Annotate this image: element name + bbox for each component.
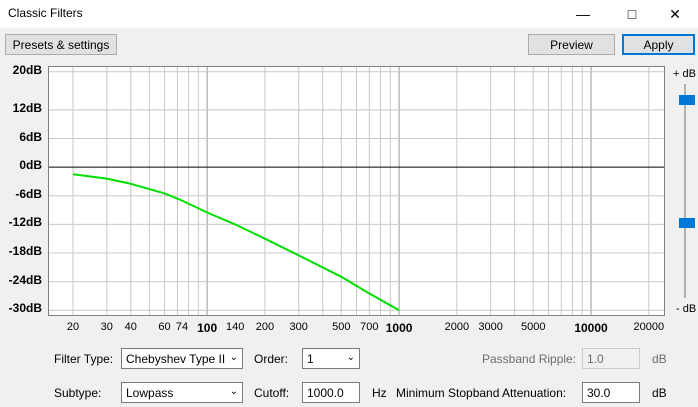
y-tick-label: 6dB — [19, 129, 42, 144]
presets-settings-button[interactable]: Presets & settings — [5, 34, 117, 55]
title-bar: Classic Filters — □ ✕ — [0, 0, 698, 28]
x-tick-label: 700 — [360, 321, 379, 333]
order-select[interactable]: 1 ⌄ — [302, 348, 360, 369]
minus-db-label: - dB — [676, 303, 697, 315]
chevron-down-icon: ⌄ — [229, 352, 238, 363]
y-tick-label: 12dB — [12, 100, 42, 115]
frequency-response-plot — [48, 66, 665, 316]
apply-label: Apply — [643, 37, 674, 52]
passband-ripple-input: 1.0 — [582, 348, 640, 369]
chevron-down-icon: ⌄ — [229, 386, 238, 397]
cutoff-value: 1000.0 — [307, 385, 344, 400]
x-tick-label: 200 — [255, 321, 275, 333]
cutoff-unit: Hz — [372, 386, 387, 400]
presets-settings-label: Presets & settings — [12, 37, 110, 52]
order-value: 1 — [307, 351, 314, 366]
x-tick-label: 20 — [66, 321, 80, 333]
stopband-attenuation-label: Minimum Stopband Attenuation: — [396, 386, 567, 400]
order-label: Order: — [254, 352, 289, 366]
passband-unit: dB — [652, 352, 667, 366]
close-icon[interactable]: ✕ — [669, 5, 681, 22]
chevron-down-icon: ⌄ — [346, 352, 355, 363]
y-tick-label: 0dB — [19, 158, 42, 173]
y-tick-label: -24dB — [8, 272, 42, 287]
x-tick-label: 40 — [124, 321, 137, 333]
x-tick-label: 20000 — [633, 321, 665, 333]
db-min-slider-thumb[interactable] — [679, 218, 695, 228]
y-tick-label: -30dB — [8, 301, 42, 316]
x-tick-label: 10000 — [574, 321, 608, 335]
response-curve — [72, 173, 400, 312]
x-tick-label: 1000 — [385, 321, 413, 335]
subtype-value: Lowpass — [126, 385, 174, 400]
y-tick-label: -18dB — [8, 244, 42, 258]
passband-ripple-value: 1.0 — [587, 351, 604, 366]
cutoff-input[interactable]: 1000.0 — [302, 382, 360, 403]
apply-button[interactable]: Apply — [622, 34, 695, 55]
x-tick-label: 300 — [289, 321, 308, 333]
y-tick-label: -12dB — [8, 215, 42, 230]
filter-type-label: Filter Type: — [54, 352, 114, 366]
response-graph — [49, 67, 664, 315]
x-tick-label: 30 — [100, 321, 113, 333]
y-tick-label: 20dB — [12, 62, 42, 77]
minimize-icon[interactable]: — — [576, 6, 590, 22]
x-tick-label: 5000 — [520, 321, 546, 333]
x-tick-label: 500 — [332, 321, 351, 333]
y-tick-label: -6dB — [15, 186, 42, 201]
filter-type-value: Chebyshev Type II — [126, 351, 226, 366]
cutoff-label: Cutoff: — [254, 386, 290, 400]
db-slider-track[interactable] — [684, 84, 686, 298]
x-tick-label: 74 — [175, 321, 189, 333]
stopband-attenuation-value: 30.0 — [587, 385, 611, 400]
subtype-label: Subtype: — [54, 386, 102, 400]
window-title: Classic Filters — [8, 6, 83, 20]
plus-db-label: + dB — [673, 68, 696, 80]
filter-type-select[interactable]: Chebyshev Type II ⌄ — [121, 348, 243, 369]
db-max-slider-thumb[interactable] — [679, 95, 695, 105]
x-tick-label: 3000 — [478, 321, 503, 333]
x-tick-label: 140 — [226, 321, 245, 333]
subtype-select[interactable]: Lowpass ⌄ — [121, 382, 243, 403]
passband-ripple-label: Passband Ripple: — [482, 352, 577, 366]
preview-button[interactable]: Preview — [528, 34, 615, 55]
preview-label: Preview — [550, 37, 593, 52]
x-tick-label: 100 — [197, 321, 218, 335]
maximize-icon[interactable]: □ — [627, 6, 637, 22]
stopband-attenuation-input[interactable]: 30.0 — [582, 382, 640, 403]
stopband-unit: dB — [652, 386, 667, 400]
x-tick-label: 2000 — [444, 321, 470, 333]
x-tick-label: 60 — [158, 321, 171, 333]
